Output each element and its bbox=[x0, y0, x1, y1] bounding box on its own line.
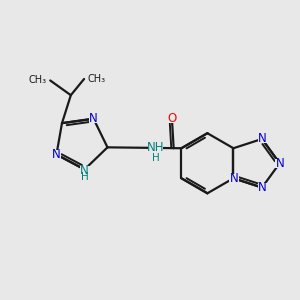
FancyBboxPatch shape bbox=[78, 173, 89, 181]
Text: N: N bbox=[80, 164, 89, 177]
Text: H: H bbox=[81, 172, 89, 182]
Text: H: H bbox=[152, 153, 160, 163]
Text: N: N bbox=[258, 133, 267, 146]
Text: CH₃: CH₃ bbox=[28, 76, 47, 85]
FancyBboxPatch shape bbox=[88, 114, 98, 122]
Text: N: N bbox=[276, 157, 285, 170]
Text: CH₃: CH₃ bbox=[88, 74, 106, 84]
Text: N: N bbox=[258, 181, 267, 194]
FancyBboxPatch shape bbox=[258, 183, 268, 192]
FancyBboxPatch shape bbox=[167, 114, 177, 123]
FancyBboxPatch shape bbox=[150, 154, 161, 162]
FancyBboxPatch shape bbox=[229, 174, 239, 183]
FancyBboxPatch shape bbox=[258, 134, 268, 143]
Text: N: N bbox=[89, 112, 98, 124]
FancyBboxPatch shape bbox=[275, 159, 285, 168]
FancyBboxPatch shape bbox=[148, 143, 163, 152]
FancyBboxPatch shape bbox=[51, 150, 61, 159]
Text: O: O bbox=[167, 112, 177, 125]
FancyBboxPatch shape bbox=[80, 166, 90, 175]
Text: N: N bbox=[230, 172, 238, 185]
Text: NH: NH bbox=[147, 141, 164, 154]
Text: N: N bbox=[52, 148, 60, 161]
